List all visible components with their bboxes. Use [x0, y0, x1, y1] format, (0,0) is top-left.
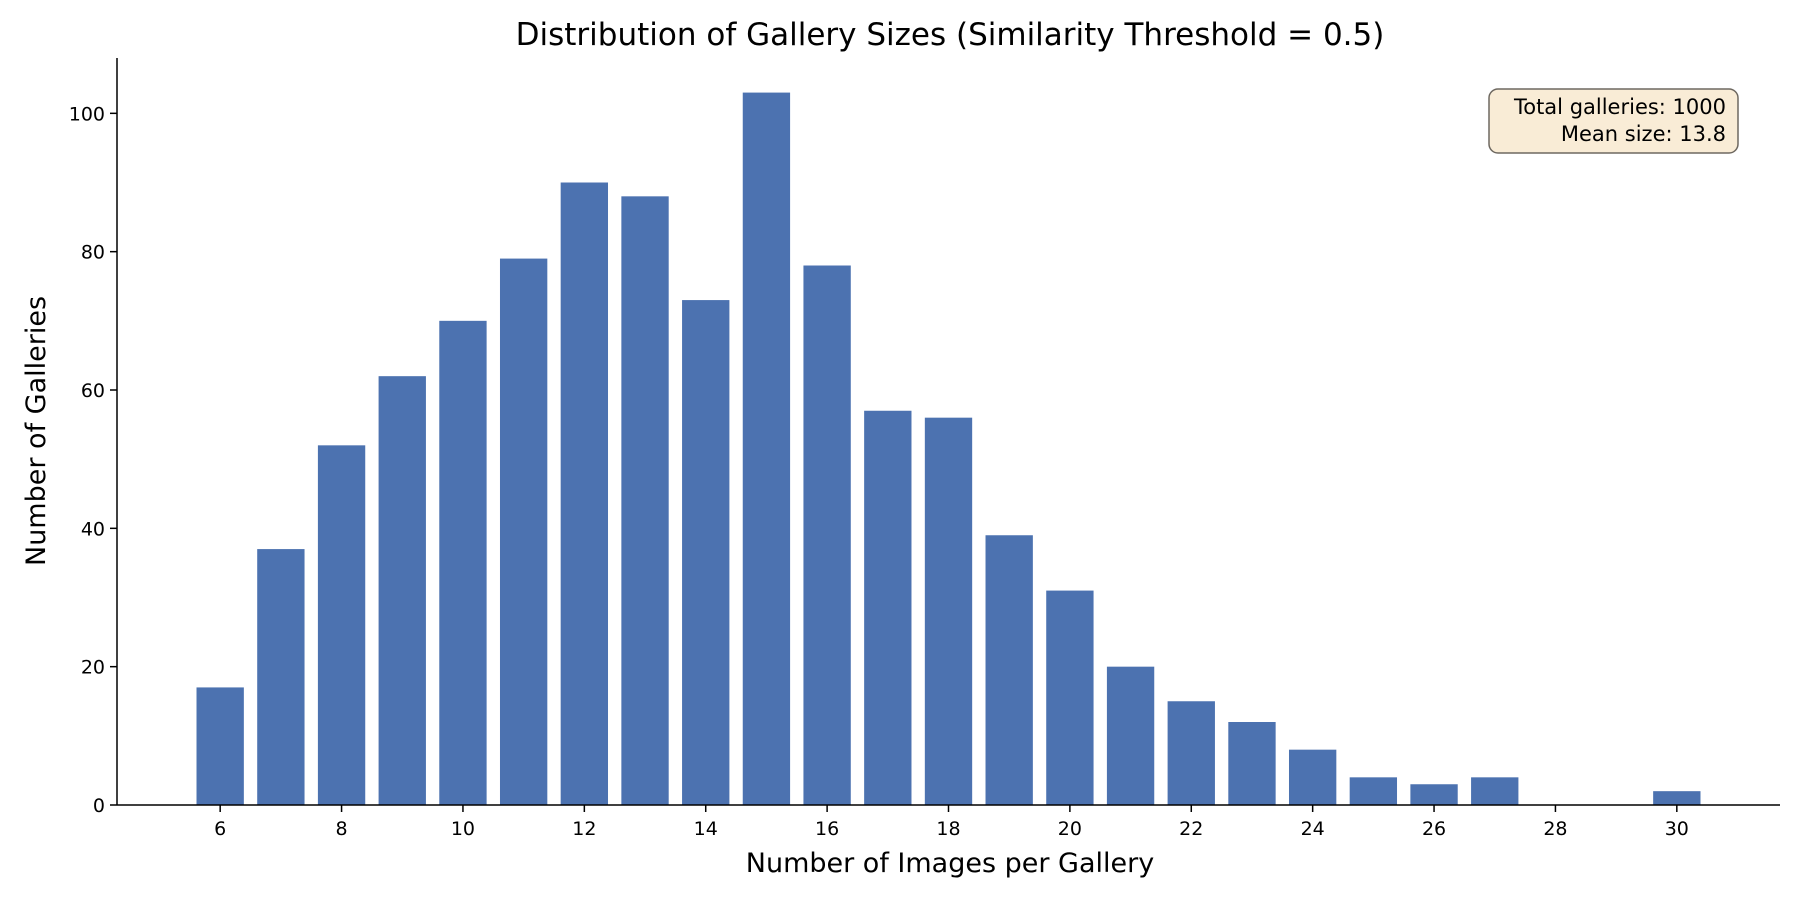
bar-22 — [1167, 701, 1215, 805]
x-tick-label: 26 — [1422, 818, 1446, 840]
annotation-mean-size: Mean size: 13.8 — [1561, 122, 1726, 146]
bar-25 — [1349, 777, 1398, 805]
bar-15 — [742, 92, 791, 805]
y-tick-label: 80 — [81, 242, 105, 264]
y-axis-label: Number of Galleries — [21, 296, 52, 566]
x-tick-label: 6 — [214, 818, 226, 840]
x-tick-label: 16 — [815, 818, 839, 840]
x-tick-label: 22 — [1179, 818, 1203, 840]
bar-13 — [621, 196, 669, 805]
x-tick-label: 20 — [1058, 818, 1082, 840]
bar-30 — [1653, 791, 1701, 805]
x-tick-label: 14 — [694, 818, 718, 840]
x-tick-label: 30 — [1665, 818, 1689, 840]
bar-6 — [196, 687, 244, 805]
y-tick-label: 40 — [81, 518, 105, 540]
bar-10 — [439, 320, 487, 805]
bar-21 — [1106, 666, 1155, 805]
x-ticks-group: 6 8 10 12 14 16 18 20 22 24 26 28 30 — [214, 805, 1689, 840]
bar-23 — [1228, 722, 1276, 805]
y-tick-label: 100 — [69, 103, 105, 125]
bar-16 — [803, 265, 851, 805]
x-tick-label: 8 — [336, 818, 348, 840]
x-tick-label: 24 — [1301, 818, 1325, 840]
bar-24 — [1288, 749, 1337, 805]
x-axis-label: Number of Images per Gallery — [746, 848, 1154, 879]
x-tick-label: 28 — [1543, 818, 1567, 840]
annotation-box — [1488, 88, 1739, 154]
stats-annotation: Total galleries: 1000 Mean size: 13.8 — [1488, 88, 1739, 154]
y-tick-label: 60 — [81, 380, 105, 402]
bar-11 — [499, 258, 548, 806]
bars-group — [196, 92, 1701, 806]
annotation-total-galleries: Total galleries: 1000 — [1513, 95, 1726, 119]
bar-7 — [257, 549, 305, 805]
bar-18 — [924, 417, 973, 805]
bar-12 — [560, 182, 609, 805]
chart-title: Distribution of Gallery Sizes (Similarit… — [516, 17, 1385, 53]
x-tick-label: 12 — [572, 818, 596, 840]
y-tick-label: 0 — [93, 795, 105, 817]
x-tick-label: 10 — [451, 818, 475, 840]
bar-14 — [682, 300, 730, 805]
bar-26 — [1410, 784, 1458, 805]
bar-19 — [985, 535, 1033, 805]
bar-9 — [378, 376, 426, 805]
bar-27 — [1471, 777, 1519, 805]
x-tick-label: 18 — [936, 818, 960, 840]
bar-17 — [864, 410, 912, 805]
bar-20 — [1046, 590, 1094, 805]
y-ticks-group: 0 20 40 60 80 100 — [69, 103, 117, 817]
bar-8 — [317, 445, 366, 805]
y-tick-label: 20 — [81, 657, 105, 679]
